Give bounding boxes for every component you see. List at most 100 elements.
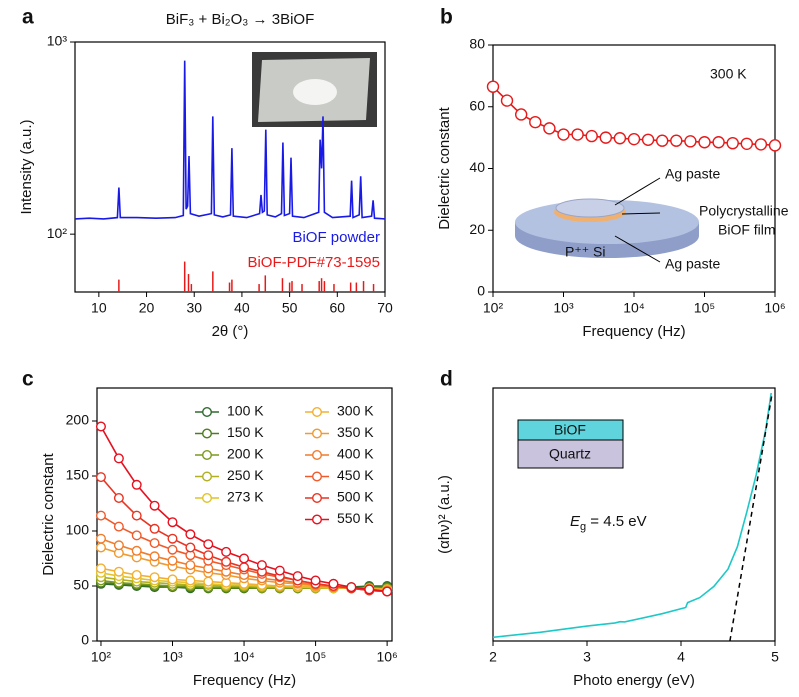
marker [698,136,711,149]
marker [221,546,232,557]
marker [95,563,106,574]
marker [149,572,160,583]
legend-label: 450 K [337,467,374,483]
series-label: BiOF powder [292,229,380,246]
x-tick-label: 10⁵ [694,300,715,316]
marker [256,560,267,571]
x-tick-label: 40 [234,300,250,316]
annotation: BiOF film [718,222,776,238]
marker [670,134,683,147]
marker [571,128,584,141]
legend-marker [201,471,212,482]
legend-label: 500 K [337,489,374,505]
marker [740,137,753,151]
y-axis-label: Dielectric constant [436,106,453,229]
panel-letter: a [22,6,34,29]
x-tick-label: 10⁶ [376,649,397,665]
annotation-part: g [580,521,586,533]
marker [113,540,124,551]
marker [292,571,303,582]
marker [167,544,178,555]
chart-title: BiF₃ + Bi₂O₃ → 3BiOF [166,11,314,28]
panel-letter: b [440,6,453,29]
y-axis-label: Dielectric constant [40,452,57,575]
y-tick-label: 40 [469,159,485,175]
x-tick-label: 10⁶ [764,300,785,316]
marker [113,566,124,577]
annotation: P⁺⁺ Si [565,244,605,260]
marker [95,533,106,544]
y-tick-label: 20 [469,221,485,237]
marker [131,510,142,521]
marker [486,80,500,93]
y-tick-label: 150 [66,467,90,483]
legend-marker [312,428,323,439]
legend-marker [312,493,323,504]
marker [167,533,178,544]
marker [95,421,106,432]
x-tick-label: 2 [489,649,497,665]
marker [613,132,627,145]
x-tick-label: 10² [91,649,112,665]
x-tick-label: 10⁵ [305,649,326,665]
marker [185,575,196,586]
marker [131,479,142,490]
x-tick-label: 10 [91,300,107,316]
y-tick-label: 100 [66,522,90,538]
annotation-part: = 4.5 eV [586,513,646,530]
marker [113,453,124,464]
marker [95,472,106,483]
annotation: 300 K [710,66,747,82]
legend-marker [312,514,323,525]
marker [529,115,542,129]
legend-marker [201,407,212,418]
legend-label: 273 K [227,489,264,505]
x-tick-label: 20 [139,300,155,316]
y-tick-label: 50 [73,577,89,593]
legend-marker [312,471,323,482]
legend-marker [201,428,212,439]
inset-pointer [614,235,661,263]
y-axis-label: Intensity (a.u.) [18,119,35,214]
marker [113,521,124,532]
y-tick-label: 10³ [47,33,68,49]
marker [754,138,768,151]
marker [557,128,570,141]
marker [239,553,250,564]
series-line [492,392,772,639]
legend-label: 150 K [227,424,264,440]
marker [167,574,178,585]
marker [768,139,782,152]
marker [131,530,142,541]
y-tick-label: 0 [81,632,89,648]
marker [712,136,725,149]
marker [167,517,178,528]
marker [95,542,106,553]
marker [641,133,655,146]
series-label: BiOF-PDF#73-1595 [247,254,380,271]
marker [514,108,528,121]
marker [364,584,375,595]
x-tick-label: 70 [377,300,393,316]
y-tick-label: 60 [469,97,485,113]
marker [131,545,142,556]
x-tick-label: 10³ [162,649,183,665]
series-line [729,392,773,642]
x-axis-label: Frequency (Hz) [582,323,685,340]
x-tick-label: 10⁴ [233,649,255,665]
marker [382,586,393,597]
x-axis-label: Frequency (Hz) [193,672,296,689]
marker [346,582,357,593]
x-tick-label: 10² [483,300,504,316]
marker [203,550,214,561]
marker [239,562,250,573]
x-tick-label: 10³ [553,300,574,316]
marker [310,575,321,586]
annotation-part: E [570,513,581,530]
marker [149,551,160,562]
marker [203,576,214,587]
marker [500,94,514,107]
panel-letter: d [440,368,453,391]
x-tick-label: 10⁴ [623,300,645,316]
